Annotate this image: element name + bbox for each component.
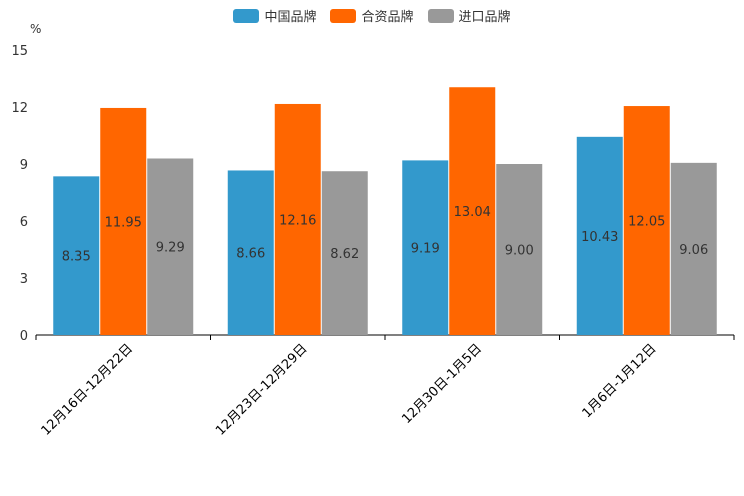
data-label-0-3: 10.43	[581, 230, 618, 245]
bar-2-2	[496, 164, 543, 335]
x-category-label-0: 12月16日-12月22日	[39, 341, 136, 438]
legend-label-import: 进口品牌	[458, 10, 511, 25]
data-label-2-1: 8.62	[330, 247, 359, 262]
data-label-0-0: 8.35	[62, 250, 91, 265]
x-category-label-2: 12月30日-1月5日	[399, 341, 485, 427]
data-label-2-2: 9.00	[505, 244, 534, 259]
bar-0-1	[227, 170, 274, 335]
x-category-label-3: 1月6日-1月12日	[580, 341, 660, 421]
y-tick-label-0: 0	[20, 329, 28, 344]
legend-label-china: 中国品牌	[264, 10, 317, 25]
data-label-2-0: 9.29	[156, 241, 185, 256]
legend-label-jv: 合资品牌	[361, 10, 414, 25]
y-tick-label-2: 6	[20, 215, 28, 230]
bar-0-2	[402, 160, 449, 335]
legend-item-jv[interactable]: 合资品牌	[330, 6, 414, 25]
bar-1-3	[623, 106, 670, 335]
y-axis-unit: %	[30, 22, 42, 36]
data-label-0-1: 8.66	[236, 247, 265, 262]
bar-1-1	[274, 103, 321, 336]
y-tick-label-5: 15	[11, 44, 28, 59]
data-label-1-3: 12.05	[628, 215, 665, 230]
bar-0-0	[53, 176, 100, 335]
legend-item-import[interactable]: 进口品牌	[427, 6, 511, 25]
data-label-2-3: 9.06	[679, 243, 708, 258]
legend-swatch-china	[233, 8, 260, 23]
y-tick-label-3: 9	[20, 158, 28, 173]
bar-2-3	[670, 162, 717, 335]
legend-swatch-jv	[330, 8, 357, 23]
legend: 中国品牌 合资品牌 进口品牌	[0, 6, 744, 25]
bar-1-2	[449, 87, 496, 336]
data-label-1-1: 12.16	[279, 213, 316, 228]
data-label-1-2: 13.04	[454, 205, 491, 220]
data-label-1-0: 11.95	[105, 215, 142, 230]
bar-0-3	[576, 136, 623, 335]
bar-2-0	[147, 158, 194, 335]
bar-2-1	[321, 171, 368, 335]
legend-swatch-import	[427, 8, 454, 23]
data-label-0-2: 9.19	[411, 242, 440, 257]
x-category-label-1: 12月23日-12月29日	[213, 341, 310, 438]
y-tick-label-4: 12	[11, 101, 28, 116]
bar-1-0	[100, 107, 147, 335]
legend-item-china[interactable]: 中国品牌	[233, 6, 316, 25]
y-tick-label-1: 3	[20, 272, 28, 287]
